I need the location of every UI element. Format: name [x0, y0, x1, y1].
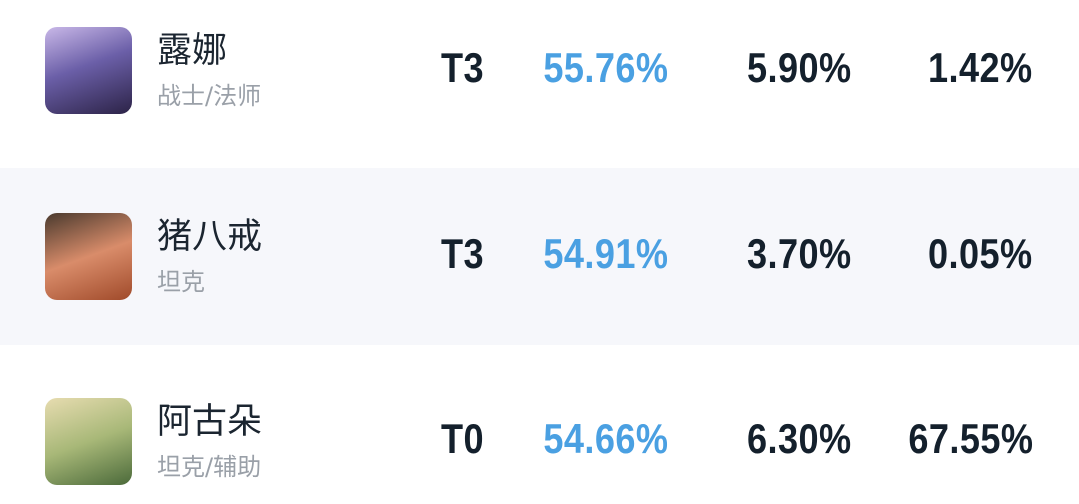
- hero-name: 猪八戒: [157, 217, 263, 257]
- hero-name: 阿古朵: [157, 402, 263, 442]
- pick-rate: 3.70%: [747, 230, 852, 277]
- pick-rate: 6.30%: [747, 415, 852, 462]
- hero-role: 战士/法师: [157, 82, 262, 110]
- ban-rate: 0.05%: [928, 230, 1033, 277]
- hero-avatar: [45, 398, 132, 485]
- hero-name: 露娜: [157, 31, 228, 71]
- ban-rate: 1.42%: [928, 44, 1033, 91]
- hero-role: 坦克/辅助: [157, 453, 262, 481]
- ban-rate: 67.55%: [907, 415, 1033, 462]
- hero-row[interactable]: 猪八戒坦克 T3 54.91% 3.70% 0.05%: [0, 168, 1079, 345]
- hero-row[interactable]: 露娜战士/法师 T3 55.76% 5.90% 1.42%: [0, 0, 1079, 168]
- tier: T0: [440, 415, 484, 462]
- tier: T3: [440, 230, 484, 277]
- win-rate: 54.66%: [542, 415, 668, 462]
- hero-avatar: [45, 27, 132, 114]
- hero-row[interactable]: 阿古朵坦克/辅助 T0 54.66% 6.30% 67.55%: [0, 345, 1079, 504]
- hero-avatar: [45, 213, 132, 300]
- tier: T3: [440, 44, 484, 91]
- win-rate: 54.91%: [542, 230, 668, 277]
- win-rate: 55.76%: [542, 44, 668, 91]
- hero-role: 坦克: [157, 268, 205, 296]
- pick-rate: 5.90%: [747, 44, 852, 91]
